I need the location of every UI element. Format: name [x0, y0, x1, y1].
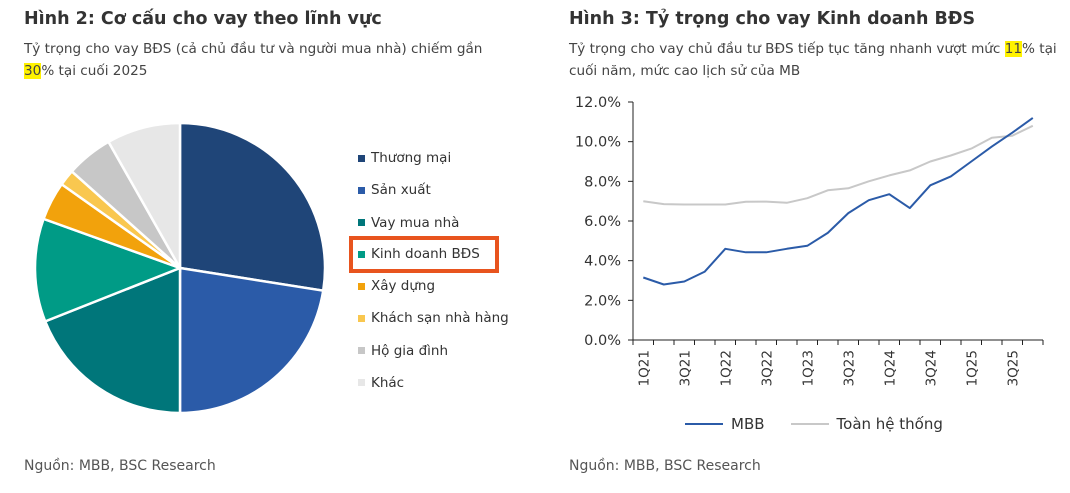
- pie-legend-item-thuong-mai: Thương mại: [352, 142, 509, 174]
- figure-2-subtitle: Tỷ trọng cho vay BĐS (cả chủ đầu tư và n…: [24, 38, 514, 82]
- pie-legend-swatch: [358, 186, 365, 194]
- pie-legend-label: Vay mua nhà: [371, 214, 460, 231]
- figure-3-title: Hình 3: Tỷ trọng cho vay Kinh doanh BĐS: [569, 9, 976, 29]
- line-legend-item-toan-he-thong: Toàn hệ thống: [790, 415, 943, 433]
- y-tick-label: 10.0%: [575, 135, 621, 151]
- pie-legend-item-ho-gia-dinh: Hộ gia đình: [352, 334, 509, 366]
- figure-3-panel: Hình 3: Tỷ trọng cho vay Kinh doanh BĐS …: [545, 0, 1070, 493]
- line-chart: 0.0% 2.0% 4.0% 6.0% 8.0% 10.0% 12.0% 1Q21 3Q21 1Q…: [575, 95, 1044, 386]
- pie-legend-label: Khách sạn nhà hàng: [371, 310, 509, 327]
- line-legend-item-mbb: MBB: [685, 415, 765, 433]
- pie-legend-item-xay-dung: Xây dựng: [352, 270, 509, 302]
- line-legend-label: MBB: [731, 415, 765, 433]
- pie-legend-item-khac: Khác: [352, 367, 509, 399]
- pie-legend-swatch: [358, 314, 365, 322]
- pie-legend-label: Thương mại: [371, 150, 452, 167]
- figure-2-subtitle-post: % tại cuối 2025: [41, 63, 148, 79]
- y-tick-label: 12.0%: [575, 95, 621, 111]
- pie-legend-label: Kinh doanh BĐS: [371, 246, 480, 263]
- pie-legend-item-san-xuat: Sản xuất: [352, 174, 509, 206]
- x-tick-label: 3Q25: [1005, 350, 1021, 386]
- y-tick-label: 8.0%: [584, 174, 621, 190]
- x-tick-label: 3Q23: [841, 350, 857, 386]
- y-tick-label: 0.0%: [584, 333, 621, 349]
- figure-2-title: Hình 2: Cơ cấu cho vay theo lĩnh vực: [24, 9, 382, 29]
- figure-3-subtitle: Tỷ trọng cho vay chủ đầu tư BĐS tiếp tục…: [569, 38, 1059, 82]
- pie-legend-item-vay-mua-nha: Vay mua nhà: [352, 207, 509, 239]
- figure-2-subtitle-highlight: 30: [24, 63, 42, 79]
- x-tick-label: 1Q22: [718, 350, 734, 386]
- pie-legend-label: Xây dựng: [371, 278, 436, 295]
- pie-slice-vay-mua-nha: [43, 266, 182, 415]
- x-tick-label: 3Q24: [923, 350, 939, 386]
- pie-slice-kinh-doanh-bds: [33, 217, 184, 324]
- series-line-mbb: [642, 117, 1034, 286]
- figure-2-panel: Hình 2: Cơ cấu cho vay theo lĩnh vực Tỷ …: [24, 9, 514, 474]
- pie-legend-label: Sản xuất: [371, 182, 431, 199]
- y-tick-label: 4.0%: [584, 254, 621, 270]
- pie-legend-item-khach-san-nha-hang: Khách sạn nhà hàng: [352, 302, 509, 334]
- pie-legend: Thương mại Sản xuất Vay mua nhà Kinh doanh …: [349, 142, 509, 399]
- pie-legend-item-kinh-doanh-bds: Kinh doanh BĐS: [349, 235, 499, 273]
- line-legend-swatch: [685, 423, 723, 425]
- line-legend: MBB Toàn hệ thống: [685, 415, 969, 433]
- figure-2-source: Nguồn: MBB, BSC Research: [24, 458, 216, 474]
- x-tick-label: 1Q23: [800, 350, 816, 386]
- y-tick-label: 6.0%: [584, 214, 621, 230]
- x-tick-label: 3Q21: [677, 350, 693, 386]
- figure-3-subtitle-post: % tại cuối năm, mức cao lịch sử của MB: [569, 41, 1057, 79]
- figure-3-source: Nguồn: MBB, BSC Research: [569, 458, 761, 474]
- x-tick-label: 1Q25: [964, 350, 980, 386]
- figure-3-subtitle-pre: Tỷ trọng cho vay chủ đầu tư BĐS tiếp tục…: [569, 41, 1005, 57]
- figure-2-subtitle-pre: Tỷ trọng cho vay BĐS (cả chủ đầu tư và n…: [24, 41, 483, 57]
- line-legend-swatch: [790, 423, 829, 425]
- x-tick-label: 3Q22: [759, 350, 775, 386]
- pie-legend-swatch: [358, 154, 365, 162]
- pie-chart: [33, 121, 327, 415]
- line-legend-label: Toàn hệ thống: [836, 415, 943, 433]
- pie-legend-swatch: [358, 347, 365, 355]
- x-tick-label: 1Q21: [636, 350, 652, 386]
- pie-slice-san-xuat: [178, 266, 325, 415]
- pie-slice-thuong-mai: [178, 121, 327, 293]
- pie-legend-swatch: [358, 379, 365, 387]
- pie-legend-label: Hộ gia đình: [371, 342, 449, 359]
- pie-legend-swatch: [358, 250, 365, 258]
- x-tick-label: 1Q24: [882, 350, 898, 386]
- series-line-toan-he-thong: [643, 124, 1034, 206]
- pie-slice-khac: [106, 121, 182, 273]
- figure-3-subtitle-highlight: 11: [1004, 41, 1023, 57]
- y-tick-label: 2.0%: [584, 293, 621, 309]
- pie-legend-swatch: [358, 282, 365, 290]
- pie-legend-label: Khác: [371, 374, 405, 391]
- pie-legend-swatch: [358, 219, 365, 227]
